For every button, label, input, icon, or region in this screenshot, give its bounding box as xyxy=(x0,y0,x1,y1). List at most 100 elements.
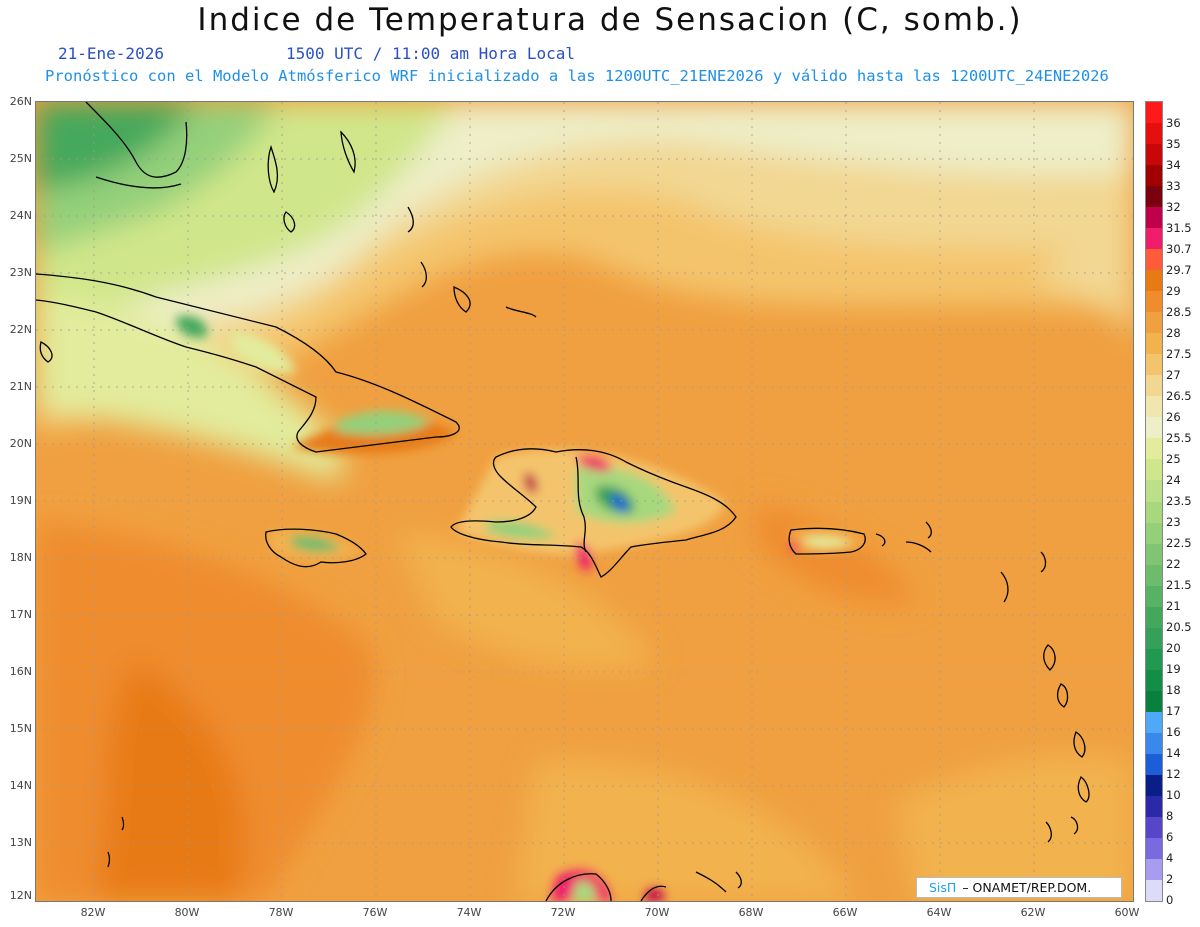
y-tick-label: 18N xyxy=(9,551,32,564)
colorbar-segment xyxy=(1146,774,1162,797)
forecast-date: 21-Ene-2026 xyxy=(58,44,164,63)
colorbar-label: 19 xyxy=(1166,662,1181,677)
colorbar-segment xyxy=(1146,438,1162,460)
y-tick-label: 12N xyxy=(9,889,32,902)
colorbar-label: 29 xyxy=(1166,283,1181,298)
map-title: Indice de Temperatura de Sensacion (C, s… xyxy=(197,2,1023,38)
y-tick-label: 23N xyxy=(9,266,32,279)
y-tick-label: 15N xyxy=(9,722,32,735)
colorbar-segment xyxy=(1146,858,1162,881)
forecast-time: 1500 UTC / 11:00 am Hora Local xyxy=(286,44,575,63)
colorbar-label: 8 xyxy=(1166,809,1174,824)
y-tick-label: 13N xyxy=(9,836,32,849)
coastlines xyxy=(36,102,1090,901)
colorbar-label: 22.5 xyxy=(1166,536,1192,551)
colorbar-segment xyxy=(1146,228,1162,250)
colorbar-segment xyxy=(1146,816,1162,839)
colorbar-segment xyxy=(1146,627,1162,650)
colorbar-label: 12 xyxy=(1166,767,1181,782)
y-tick-label: 25N xyxy=(9,152,32,165)
colorbar-label: 35 xyxy=(1166,136,1181,151)
colorbar-label: 23 xyxy=(1166,515,1181,529)
colorbar-segment xyxy=(1146,417,1162,439)
colorbar-label: 4 xyxy=(1166,851,1174,866)
colorbar-label: 22 xyxy=(1166,557,1181,572)
colorbar-label: 27.5 xyxy=(1166,346,1192,361)
colorbar-segment xyxy=(1146,564,1162,587)
colorbar-label: 30.7 xyxy=(1166,241,1192,256)
colorbar-label: 28 xyxy=(1166,325,1181,340)
colorbar-segment xyxy=(1146,165,1162,187)
colorbar-label: 34 xyxy=(1166,157,1181,172)
colorbar-segment xyxy=(1146,375,1162,397)
y-tick-label: 22N xyxy=(9,323,32,336)
colorbar-label: 21.5 xyxy=(1166,578,1192,593)
colorbar-label: 10 xyxy=(1166,788,1181,803)
colorbar-segment xyxy=(1146,144,1162,166)
colorbar-segment xyxy=(1146,732,1162,755)
colorbar-segment xyxy=(1146,354,1162,376)
colorbar-segment xyxy=(1146,102,1162,124)
colorbar-segment xyxy=(1146,291,1162,313)
colorbar-segment xyxy=(1146,186,1162,208)
y-tick-label: 21N xyxy=(9,380,32,393)
x-tick-label: 68W xyxy=(738,906,764,919)
colorbar-legend xyxy=(1145,101,1163,902)
map-field xyxy=(36,102,1133,901)
colorbar-label: 2 xyxy=(1166,872,1174,887)
colorbar-label: 18 xyxy=(1166,683,1181,698)
colorbar-label: 25.5 xyxy=(1166,430,1192,445)
colorbar-label: 21 xyxy=(1166,599,1181,614)
x-tick-label: 74W xyxy=(456,906,482,919)
x-tick-label: 70W xyxy=(644,906,670,919)
colorbar-label: 0 xyxy=(1166,893,1174,908)
colorbar-label: 26 xyxy=(1166,409,1181,424)
heat-index-map xyxy=(35,101,1134,902)
colorbar-segment xyxy=(1146,396,1162,418)
colorbar-segment xyxy=(1146,669,1162,692)
colorbar-segment xyxy=(1146,753,1162,776)
x-tick-label: 78W xyxy=(268,906,294,919)
x-tick-label: 62W xyxy=(1020,906,1046,919)
x-tick-label: 66W xyxy=(832,906,858,919)
colorbar-label: 14 xyxy=(1166,746,1181,761)
colorbar-segment xyxy=(1146,585,1162,608)
colorbar-segment xyxy=(1146,312,1162,334)
x-tick-label: 72W xyxy=(550,906,576,919)
x-tick-label: 80W xyxy=(174,906,200,919)
colorbar-segment xyxy=(1146,270,1162,292)
colorbar-segment xyxy=(1146,543,1162,566)
colorbar-segment xyxy=(1146,795,1162,818)
colorbar-segment xyxy=(1146,333,1162,355)
colorbar-label: 26.5 xyxy=(1166,388,1192,403)
colorbar-label: 32 xyxy=(1166,199,1181,214)
colorbar-segment xyxy=(1146,123,1162,145)
colorbar-segment xyxy=(1146,606,1162,629)
colorbar-label: 17 xyxy=(1166,704,1181,719)
colorbar-segment xyxy=(1146,459,1162,481)
credit-box: SisΠ – ONAMET/REP.DOM. xyxy=(916,877,1122,898)
colorbar-segment xyxy=(1146,711,1162,734)
x-tick-label: 76W xyxy=(362,906,388,919)
colorbar-segment xyxy=(1146,501,1162,524)
credit-text: – ONAMET/REP.DOM. xyxy=(962,880,1092,895)
x-tick-label: 82W xyxy=(80,906,106,919)
sispi-logo: SisΠ xyxy=(929,880,957,895)
colorbar-label: 23.5 xyxy=(1166,493,1192,508)
colorbar-segment xyxy=(1146,837,1162,860)
y-tick-label: 14N xyxy=(9,779,32,792)
colorbar-segment xyxy=(1146,249,1162,271)
y-tick-label: 16N xyxy=(9,665,32,678)
colorbar-label: 25 xyxy=(1166,451,1181,466)
colorbar-label: 28.5 xyxy=(1166,304,1192,319)
colorbar-label: 6 xyxy=(1166,830,1174,845)
y-tick-label: 19N xyxy=(9,494,32,507)
colorbar-segment xyxy=(1146,480,1162,502)
x-tick-label: 60W xyxy=(1114,906,1140,919)
colorbar-label: 29.7 xyxy=(1166,262,1192,277)
colorbar-segment xyxy=(1146,207,1162,229)
x-tick-label: 64W xyxy=(926,906,952,919)
colorbar-label: 36 xyxy=(1166,115,1181,130)
colorbar-label: 20 xyxy=(1166,641,1181,656)
colorbar-label: 24 xyxy=(1166,472,1181,487)
